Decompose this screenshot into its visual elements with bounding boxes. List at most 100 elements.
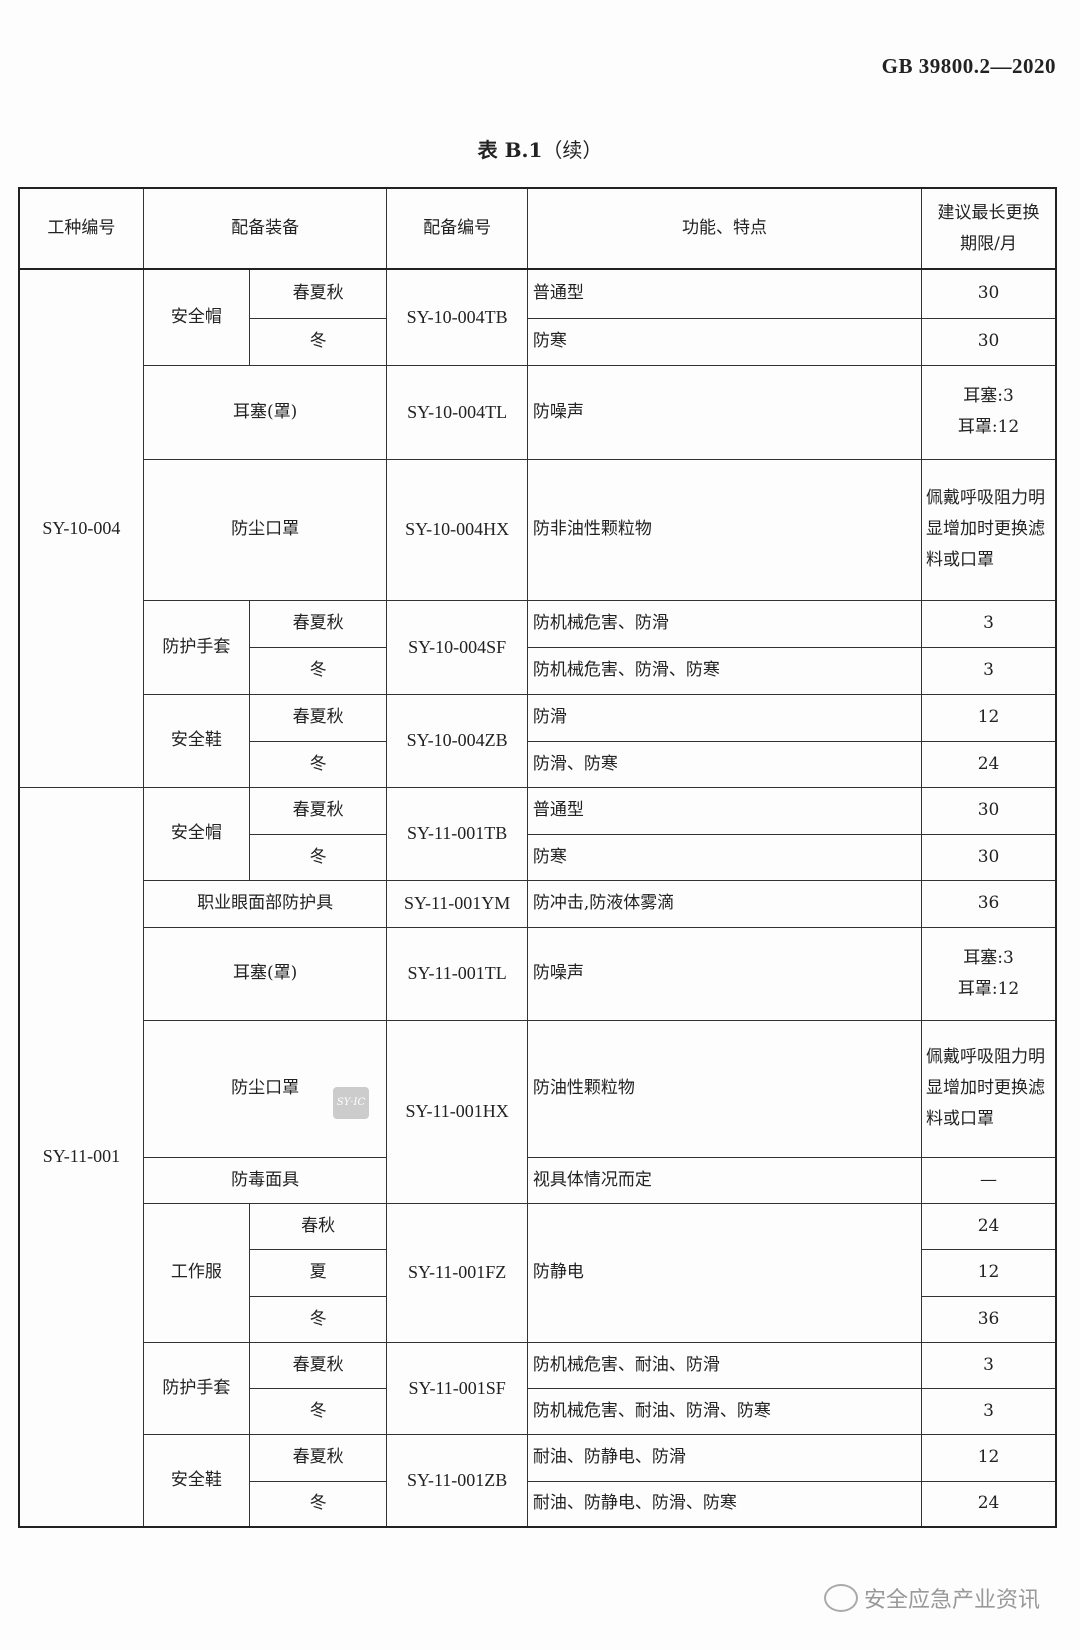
table-cell: 安全鞋 <box>142 1433 250 1528</box>
table-cell: 3 <box>921 646 1057 695</box>
table-cell: 36 <box>921 879 1057 928</box>
table-cell: 春夏秋 <box>248 268 388 319</box>
table-row: 防护手套 春夏秋 SY-11-001SF 防机械危害、耐油、防滑 3 <box>19 1341 1057 1435</box>
table-cell: 春夏秋 <box>248 1433 388 1482</box>
table-cell: — <box>921 1156 1057 1204</box>
table-row: 冬 防滑、防寒 24 <box>19 740 1057 788</box>
table-cell: 防尘口罩 <box>142 458 388 601</box>
table-row: 安全鞋 春夏秋 SY-11-001ZB 耐油、防静电、防滑 12 <box>19 1433 1057 1528</box>
table-cell: 冬 <box>248 1295 388 1343</box>
table-cell: SY-11-001FZ <box>386 1202 528 1343</box>
table-cell: 耐油、防静电、防滑 <box>526 1433 923 1482</box>
table-cell: 冬 <box>248 1480 388 1528</box>
table-cell: 安全帽 <box>142 786 250 881</box>
table-row: 防护手套 春夏秋 SY-10-004SF 防机械危害、防滑 3 <box>19 599 1057 695</box>
table-row: 冬 防寒 30 <box>19 317 1057 366</box>
table-cell: 12 <box>921 1433 1057 1482</box>
table-row: 防毒面具 视具体情况而定 — <box>19 1156 1057 1204</box>
table-cell: 24 <box>921 1202 1057 1250</box>
table-cell: SY-11-001TL <box>386 926 528 1021</box>
table-cell: 安全帽 <box>142 268 250 366</box>
table-cell: 职业眼面部防护具 <box>142 879 388 928</box>
table-cell: 防噪声 <box>526 926 923 1021</box>
table-cell: 30 <box>921 786 1057 835</box>
table-cell: SY-11-001HX <box>386 1019 528 1204</box>
watermark-logo: SY·IC <box>333 1087 369 1119</box>
table-cell: 防冲击,防液体雾滴 <box>526 879 923 928</box>
table-cell: 防噪声 <box>526 364 923 460</box>
table-cell: 耳塞(罩) <box>142 364 388 460</box>
table-cell: 30 <box>921 317 1057 366</box>
table-cell: 防机械危害、防滑 <box>526 599 923 648</box>
table-cell: 夏 <box>248 1248 388 1297</box>
table-cell: 防静电 <box>526 1202 923 1343</box>
table-cell: 春夏秋 <box>248 599 388 648</box>
table-cell: SY-11-001ZB <box>386 1433 528 1528</box>
table-cell: 防机械危害、耐油、防滑 <box>526 1341 923 1389</box>
wechat-icon <box>823 1584 858 1612</box>
header-cell: 功能、特点 <box>526 187 923 270</box>
header-cell: 配备装备 <box>142 187 388 270</box>
table-row: 工作服 春秋 SY-11-001FZ 防静电 24 <box>19 1202 1057 1343</box>
table-cell: 防滑、防寒 <box>526 740 923 788</box>
table-row: 耳塞(罩) SY-10-004TL 防噪声 耳塞:3 耳罩:12 <box>19 364 1057 460</box>
table-cell: 防护手套 <box>142 599 250 695</box>
table-cell: SY-10-004HX <box>386 458 528 601</box>
table-cell: 耳塞(罩) <box>142 926 388 1021</box>
table-cell: 24 <box>921 740 1057 788</box>
equipment-table: 工种编号 配备装备 配备编号 功能、特点 建议最长更换期限/月 SY-10-00… <box>18 187 1057 1528</box>
table-row: SY-11-001 安全帽 春夏秋 SY-11-001TB 普通型 30 <box>18 786 1057 1528</box>
table-row: 冬 防机械危害、耐油、防滑、防寒 3 <box>19 1387 1057 1435</box>
table-cell: 耳塞:3 耳罩:12 <box>921 926 1057 1021</box>
table-cell: 3 <box>921 1387 1057 1435</box>
table-cell: 36 <box>921 1295 1057 1343</box>
table-cell: 冬 <box>248 740 388 788</box>
footer-text: 安全应急产业资讯 <box>863 1588 1040 1613</box>
table-title-label: 表 B.1 <box>477 138 543 162</box>
table-cell: SY-10-004SF <box>386 599 528 695</box>
table-cell: 30 <box>921 833 1057 881</box>
table-cell: 防毒面具 <box>142 1156 388 1204</box>
header-cell: 配备编号 <box>386 187 528 270</box>
table-cell: 12 <box>921 1248 1057 1297</box>
table-row: 冬 耐油、防静电、防滑、防寒 24 <box>19 1480 1057 1528</box>
table-cell: 12 <box>921 693 1057 742</box>
table-cell: 春夏秋 <box>248 1341 388 1389</box>
table-cell: 普通型 <box>526 786 923 835</box>
table-cell: 冬 <box>248 646 388 695</box>
table-cell: 防机械危害、防滑、防寒 <box>526 646 923 695</box>
table-cell: 防滑 <box>526 693 923 742</box>
table-cell: 防寒 <box>526 317 923 366</box>
table-cell: 耐油、防静电、防滑、防寒 <box>526 1480 923 1528</box>
table-cell: 春夏秋 <box>248 693 388 742</box>
table-cell: 30 <box>921 268 1057 319</box>
table-cell: 冬 <box>248 317 388 366</box>
table-cell: 防寒 <box>526 833 923 881</box>
header-row: 工种编号 配备装备 配备编号 功能、特点 建议最长更换期限/月 <box>18 187 1057 270</box>
table-cell: 防非油性颗粒物 <box>526 458 923 601</box>
table-row: 冬 防寒 30 <box>19 833 1057 881</box>
table-cell: 视具体情况而定 <box>526 1156 923 1204</box>
table-cell: SY-11-001YM <box>386 879 528 928</box>
table-cell: 春秋 <box>248 1202 388 1250</box>
table-title: 表 B.1（续） <box>0 134 1080 163</box>
standard-number: GB 39800.2—2020 <box>881 54 1056 78</box>
table-row: SY-10-004 安全帽 春夏秋 SY-10-004TB 普通型 30 <box>18 268 1057 788</box>
table-cell: SY-11-001SF <box>386 1341 528 1435</box>
header-cell: 工种编号 <box>18 187 144 270</box>
table-row: 耳塞(罩) SY-11-001TL 防噪声 耳塞:3 耳罩:12 <box>19 926 1057 1021</box>
header-cell: 建议最长更换期限/月 <box>921 187 1057 270</box>
table-cell: SY-11-001TB <box>386 786 528 881</box>
table-row: 安全鞋 春夏秋 SY-10-004ZB 防滑 12 <box>19 693 1057 788</box>
table-cell: 耳塞:3 耳罩:12 <box>921 364 1057 460</box>
table-cell: 冬 <box>248 1387 388 1435</box>
table-cell: SY-10-004ZB <box>386 693 528 788</box>
table-cell: 春夏秋 <box>248 786 388 835</box>
table-cell: SY-10-004 <box>18 268 144 788</box>
table-cell: 防油性颗粒物 <box>526 1019 923 1158</box>
table-cell: SY-11-001 <box>18 786 144 1528</box>
table-row: 职业眼面部防护具 SY-11-001YM 防冲击,防液体雾滴 36 <box>19 879 1057 928</box>
table-cell: 24 <box>921 1480 1057 1528</box>
table-title-suffix: （续） <box>542 138 603 162</box>
table-cell: 3 <box>921 1341 1057 1389</box>
